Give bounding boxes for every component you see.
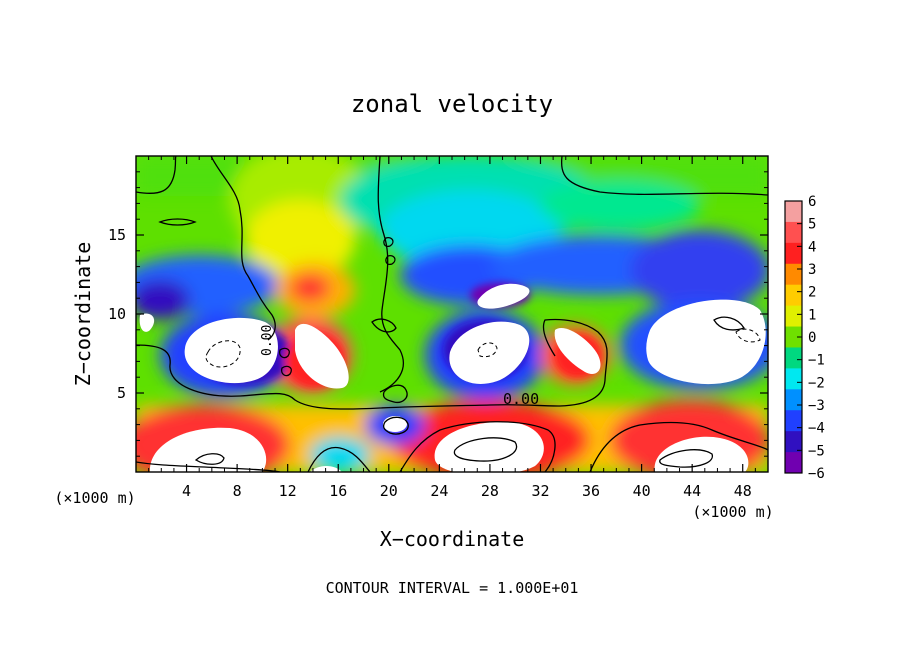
x-unit-label-left: (×1000 m) [54,489,135,507]
x-unit-label-right: (×1000 m) [692,503,773,521]
x-tick-label: 48 [734,482,752,500]
x-tick-label: 4 [182,482,191,500]
core-low-center [449,321,530,384]
colorbar-label: 2 [808,285,816,301]
x-tick-label: 24 [430,482,448,500]
colorbar-label: −1 [808,353,825,369]
core-low-left [184,317,278,384]
y-axis: 5 10 15 [108,171,768,457]
x-tick-label: 20 [380,482,398,500]
core-low-bottom-mid [383,416,407,432]
core-high-middle [295,323,349,389]
heatmap-field [136,156,768,472]
colorbar-label: −2 [808,375,825,391]
core-high-bottom-left [149,427,267,472]
x-tick-label: 12 [279,482,297,500]
colorbar: 6 5 4 3 2 1 0 −1 −2 −3 −4 −5 −6 [784,194,825,482]
x-tick-label: 36 [582,482,600,500]
colorbar-label: −5 [808,443,825,459]
core-low-upper [477,283,530,309]
colorbar-label: −3 [808,398,825,414]
dashed-contours [205,328,761,368]
x-tick-label: 28 [481,482,499,500]
y-tick-label: 10 [108,305,126,323]
colorbar-swatch [785,284,802,307]
y-axis-label: Z−coordinate [71,242,95,387]
colorbar-swatch [785,410,802,432]
x-tick-label: 8 [233,482,242,500]
colorbar-label: 0 [808,330,816,346]
colorbar-swatch [785,263,802,286]
colorbar-label: 5 [808,217,816,233]
colorbar-label: 3 [808,262,816,278]
contour-label-rotated: 0.00 [260,325,275,356]
contour-interval-note: CONTOUR INTERVAL = 1.000E+01 [326,579,579,597]
chart-title: zonal velocity [351,90,553,118]
colorbar-label: 6 [808,194,816,210]
colorbar-swatch [785,201,802,223]
y-tick-label: 15 [108,226,126,244]
colorbar-label: −6 [808,466,825,482]
x-axis: 4 8 12 16 20 24 28 32 36 40 44 48 [148,156,756,500]
x-tick-label: 44 [683,482,701,500]
x-tick-label: 16 [329,482,347,500]
colorbar-swatch [785,368,802,390]
x-tick-label: 32 [531,482,549,500]
core-high-bottom-right [654,436,749,472]
colorbar-label: −4 [808,421,825,437]
core-high-bottom-center [434,421,544,472]
core-top-left-blob [139,313,155,332]
colorbar-label: 4 [808,239,816,255]
colorbar-swatch [785,221,802,244]
x-axis-label: X−coordinate [380,527,525,551]
colorbar-swatch [785,347,802,369]
x-tick-label: 40 [633,482,651,500]
colorbar-swatch [785,389,802,411]
zero-contours [136,156,768,472]
colorbar-label: 1 [808,307,816,323]
colorbar-swatch [785,326,802,348]
contour-label: 0.00 [503,390,539,408]
colorbar-swatch [785,242,802,265]
core-high-right [554,328,601,375]
colorbar-swatch [785,452,802,474]
y-tick-label: 5 [117,384,126,402]
colorbar-swatch [785,305,802,328]
colorbar-swatch [785,431,802,453]
